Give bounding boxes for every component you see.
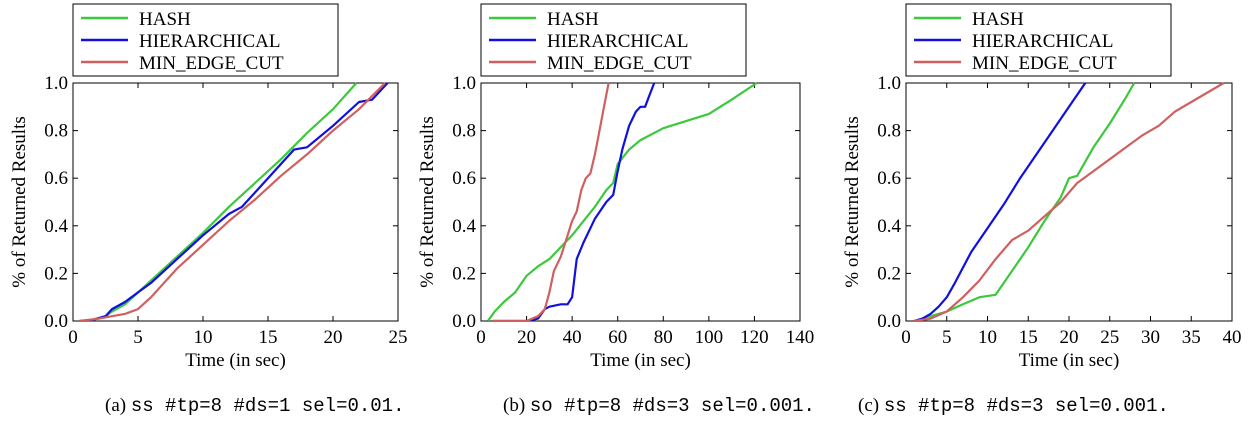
y-tick-label: 0.2 — [44, 263, 68, 284]
x-tick-label: 140 — [786, 327, 815, 348]
y-tick-label: 0.6 — [877, 168, 901, 189]
x-tick-label: 120 — [740, 327, 769, 348]
y-tick-label: 0.4 — [452, 216, 476, 237]
y-tick-label: 1.0 — [452, 73, 476, 94]
x-tick-label: 0 — [68, 327, 78, 348]
x-tick-label: 80 — [654, 327, 673, 348]
y-axis-label: % of Returned Results — [9, 116, 30, 288]
caption-text: ss #tp=8 #ds=3 sel=0.001. — [884, 395, 1169, 417]
legend-label: HASH — [547, 9, 599, 30]
y-tick-label: 0.6 — [44, 168, 68, 189]
series-line-hash — [486, 82, 758, 321]
y-tick-label: 0.0 — [452, 311, 476, 332]
figure-caption: (c) ss #tp=8 #ds=3 sel=0.001. — [858, 395, 1169, 417]
y-tick-label: 0.8 — [452, 121, 476, 142]
legend-label: HIERARCHICAL — [139, 31, 280, 52]
legend-box — [72, 3, 339, 77]
x-axis-label: Time (in sec) — [185, 350, 286, 371]
figure-caption: (b) so #tp=8 #ds=3 sel=0.001. — [503, 395, 815, 417]
chart-panel-3: 0 5 10 15 20 25 30 35 40 0.0 0.2 0.4 0.6 0.8 1.0 Time (… — [842, 3, 1242, 417]
x-tick-label: 20 — [324, 327, 343, 348]
x-tick-label: 100 — [695, 327, 724, 348]
x-tick-label: 20 — [517, 327, 536, 348]
series-line-hash — [79, 82, 358, 321]
x-tick-label: 5 — [942, 327, 952, 348]
series-line-hierarchical — [492, 82, 656, 321]
x-tick-label: 10 — [194, 327, 213, 348]
x-tick-label: 10 — [978, 327, 997, 348]
plot-frame — [480, 82, 801, 322]
series-line-hierarchical — [913, 82, 1087, 321]
caption-text: ss #tp=8 #ds=1 sel=0.01. — [131, 395, 405, 417]
y-tick-label: 0.6 — [452, 168, 476, 189]
y-tick-label: 0.4 — [877, 216, 901, 237]
plot-frame — [72, 82, 399, 322]
y-axis-label: % of Returned Results — [842, 116, 863, 288]
series-line-min-edge-cut — [79, 82, 386, 321]
y-tick-label: 0.2 — [452, 263, 476, 284]
y-tick-label: 0.2 — [877, 263, 901, 284]
x-tick-label: 25 — [1100, 327, 1119, 348]
x-tick-label: 40 — [1223, 327, 1242, 348]
series-line-hash — [913, 82, 1136, 321]
caption-prefix: (c) — [858, 395, 879, 416]
y-tick-label: 0.0 — [877, 311, 901, 332]
caption-text: so #tp=8 #ds=3 sel=0.001. — [530, 395, 815, 417]
x-tick-label: 15 — [259, 327, 278, 348]
x-tick-label: 0 — [901, 327, 911, 348]
legend-label: HIERARCHICAL — [972, 31, 1113, 52]
y-tick-label: 1.0 — [44, 73, 68, 94]
series-line-min-edge-cut — [492, 82, 610, 321]
x-axis-label: Time (in sec) — [1019, 350, 1120, 371]
legend-label: MIN_EDGE_CUT — [547, 53, 692, 74]
figure-caption: (a) ss #tp=8 #ds=1 sel=0.01. — [105, 395, 405, 417]
legend-label: HIERARCHICAL — [547, 31, 688, 52]
caption-prefix: (a) — [105, 395, 126, 416]
legend-label: MIN_EDGE_CUT — [972, 53, 1117, 74]
caption-prefix: (b) — [503, 395, 525, 416]
x-tick-label: 15 — [1019, 327, 1038, 348]
x-tick-label: 30 — [1141, 327, 1160, 348]
y-tick-label: 0.4 — [44, 216, 68, 237]
chart-panel-1: 0 5 10 15 20 25 0.0 0.2 0.4 0.6 0.8 1.0 Time (in sec… — [9, 3, 408, 417]
y-tick-label: 0.8 — [877, 121, 901, 142]
y-tick-label: 0.0 — [44, 311, 68, 332]
y-axis-label: % of Returned Results — [417, 116, 438, 288]
legend-label: HASH — [139, 9, 191, 30]
series-line-min-edge-cut — [913, 82, 1225, 321]
legend-label: MIN_EDGE_CUT — [139, 53, 284, 74]
x-tick-label: 40 — [563, 327, 582, 348]
x-tick-label: 0 — [476, 327, 486, 348]
x-tick-label: 35 — [1182, 327, 1201, 348]
x-tick-label: 5 — [133, 327, 143, 348]
y-tick-label: 0.8 — [44, 121, 68, 142]
legend-label: HASH — [972, 9, 1024, 30]
x-tick-label: 25 — [389, 327, 408, 348]
chart-panel-2: 0 20 40 60 80 100 120 140 0.0 0.2 0.4 0.6 0.8 1.0 Time… — [417, 3, 815, 417]
x-tick-label: 60 — [608, 327, 627, 348]
x-axis-label: Time (in sec) — [590, 350, 691, 371]
series-line-hierarchical — [79, 82, 389, 321]
x-tick-label: 20 — [1060, 327, 1079, 348]
y-tick-label: 1.0 — [877, 73, 901, 94]
plot-frame — [905, 82, 1233, 322]
